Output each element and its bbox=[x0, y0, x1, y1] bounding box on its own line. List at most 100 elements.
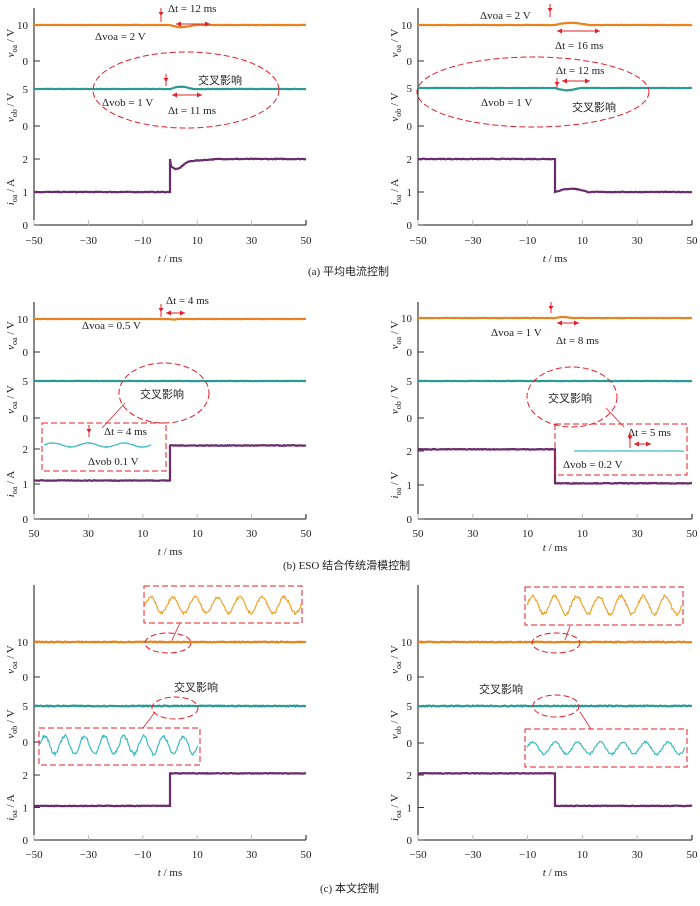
x-axis-label: t / ms bbox=[543, 253, 567, 265]
inset-frame bbox=[554, 423, 688, 476]
series-ioa bbox=[417, 447, 693, 485]
arrow-head bbox=[557, 28, 562, 34]
x-tick-label: 50 bbox=[301, 235, 313, 247]
y-axis-label: voa / V bbox=[5, 385, 19, 414]
x-tick-label: 50 bbox=[687, 235, 699, 247]
y-tick-label: 0 bbox=[23, 835, 29, 847]
series-vob bbox=[33, 704, 307, 708]
x-tick-label: 50 bbox=[687, 849, 699, 861]
caption-c: (c) 本文控制 bbox=[320, 883, 379, 895]
x-tick-label: −50 bbox=[25, 235, 43, 247]
inset-series-vob bbox=[526, 740, 686, 757]
callout-line bbox=[142, 711, 156, 729]
arrow-head bbox=[205, 21, 210, 27]
x-tick-label: 30 bbox=[246, 528, 258, 540]
series-ioa bbox=[417, 157, 693, 194]
x-tick-label: 50 bbox=[301, 528, 313, 540]
y-tick-label: 1 bbox=[23, 187, 29, 199]
y-tick-label: 0 bbox=[407, 835, 413, 847]
series-vob bbox=[417, 704, 693, 708]
x-tick-label: 10 bbox=[192, 235, 204, 247]
annotation-cross-influence: 交叉影响 bbox=[479, 682, 523, 696]
inset-frame bbox=[524, 728, 688, 768]
x-tick-label: 30 bbox=[246, 849, 258, 861]
arrow-head bbox=[166, 310, 171, 316]
y-axis-label: ioa / A bbox=[389, 179, 403, 206]
inset-annotation-delta-t: Δt = 4 ms bbox=[104, 426, 147, 438]
x-axis-label: t / ms bbox=[543, 542, 567, 554]
cross-influence-ellipse bbox=[151, 696, 199, 720]
y-tick-label: 10 bbox=[401, 313, 413, 325]
callout-line bbox=[101, 402, 126, 429]
y-tick-label: 10 bbox=[17, 314, 29, 326]
inset-series-vob bbox=[39, 733, 199, 758]
y-tick-label: 5 bbox=[407, 83, 413, 95]
y-tick-label: 2 bbox=[23, 444, 29, 456]
x-tick-label: 10 bbox=[577, 849, 589, 861]
y-axis-label: voa / V bbox=[5, 29, 19, 58]
x-tick-label: 50 bbox=[413, 528, 425, 540]
y-tick-label: 5 bbox=[23, 376, 29, 388]
annotation-cross-influence: 交叉影响 bbox=[140, 387, 184, 401]
y-tick-label: 0 bbox=[407, 413, 413, 425]
x-tick-label: 30 bbox=[83, 528, 95, 540]
arrow-head bbox=[562, 78, 567, 84]
inset-series-voa bbox=[144, 594, 302, 616]
series-ioa bbox=[33, 771, 307, 808]
arrow-head bbox=[627, 436, 633, 440]
y-tick-label: 5 bbox=[23, 701, 29, 713]
annotation-delta-t: Δt = 11 ms bbox=[168, 105, 216, 117]
annotation-cross-influence: 交叉影响 bbox=[548, 391, 592, 405]
y-axis-label: voa / V bbox=[389, 645, 403, 674]
y-tick-label: 10 bbox=[401, 20, 413, 32]
annotation-delta-v: Δvob = 1 V bbox=[481, 97, 532, 109]
x-tick-label: −10 bbox=[519, 235, 537, 247]
y-axis-label: vob / V bbox=[389, 92, 403, 121]
x-tick-label: 10 bbox=[522, 528, 534, 540]
y-axis-label: vob / V bbox=[389, 385, 403, 414]
y-axis-label: vob / V bbox=[389, 710, 403, 739]
y-tick-label: 0 bbox=[407, 347, 413, 359]
x-tick-label: 30 bbox=[632, 528, 644, 540]
y-tick-label: 0 bbox=[407, 121, 413, 133]
cross-influence-ellipse bbox=[144, 632, 192, 654]
y-tick-label: 1 bbox=[407, 187, 413, 199]
arrow-head bbox=[547, 8, 553, 12]
series-ioa bbox=[417, 771, 693, 808]
inset-frame bbox=[524, 586, 684, 626]
series-ioa bbox=[33, 443, 307, 482]
y-axis-label: ioa / A bbox=[5, 471, 19, 498]
series-vob bbox=[33, 85, 307, 91]
arrow-head bbox=[548, 306, 554, 310]
arrow-head bbox=[595, 28, 600, 34]
y-tick-label: 1 bbox=[23, 803, 29, 815]
x-tick-label: 10 bbox=[192, 528, 204, 540]
y-tick-label: 2 bbox=[407, 154, 413, 166]
x-tick-label: −30 bbox=[80, 235, 98, 247]
cross-influence-ellipse bbox=[526, 366, 618, 428]
series-ioa bbox=[33, 157, 307, 194]
inset-annotation-delta-v: Δvob 0.1 V bbox=[88, 456, 139, 468]
x-axis-label: t / ms bbox=[158, 867, 182, 879]
x-tick-label: 50 bbox=[29, 528, 41, 540]
y-tick-label: 10 bbox=[17, 20, 29, 32]
annotation-delta-v: Δvoa = 2 V bbox=[480, 10, 531, 22]
cross-influence-ellipse bbox=[416, 56, 650, 128]
y-axis-label: voa / V bbox=[389, 29, 403, 58]
cross-influence-ellipse bbox=[92, 51, 280, 129]
annotation-delta-v: Δvoa = 1 V bbox=[491, 327, 542, 339]
annotation-delta-t: Δt = 12 ms bbox=[556, 65, 604, 77]
arrow-head bbox=[158, 12, 164, 16]
y-tick-label: 2 bbox=[23, 770, 29, 782]
y-tick-label: 0 bbox=[23, 413, 29, 425]
y-axis-label: ioa / A bbox=[5, 179, 19, 206]
arrow-head bbox=[163, 78, 169, 82]
y-tick-label: 0 bbox=[23, 347, 29, 359]
series-vob bbox=[417, 86, 693, 92]
y-tick-label: 0 bbox=[407, 56, 413, 68]
caption-a: (a) 平均电流控制 bbox=[308, 266, 389, 278]
x-axis-label: t / ms bbox=[543, 867, 567, 879]
inset-annotation-delta-v: Δvob = 0.2 V bbox=[563, 459, 623, 471]
